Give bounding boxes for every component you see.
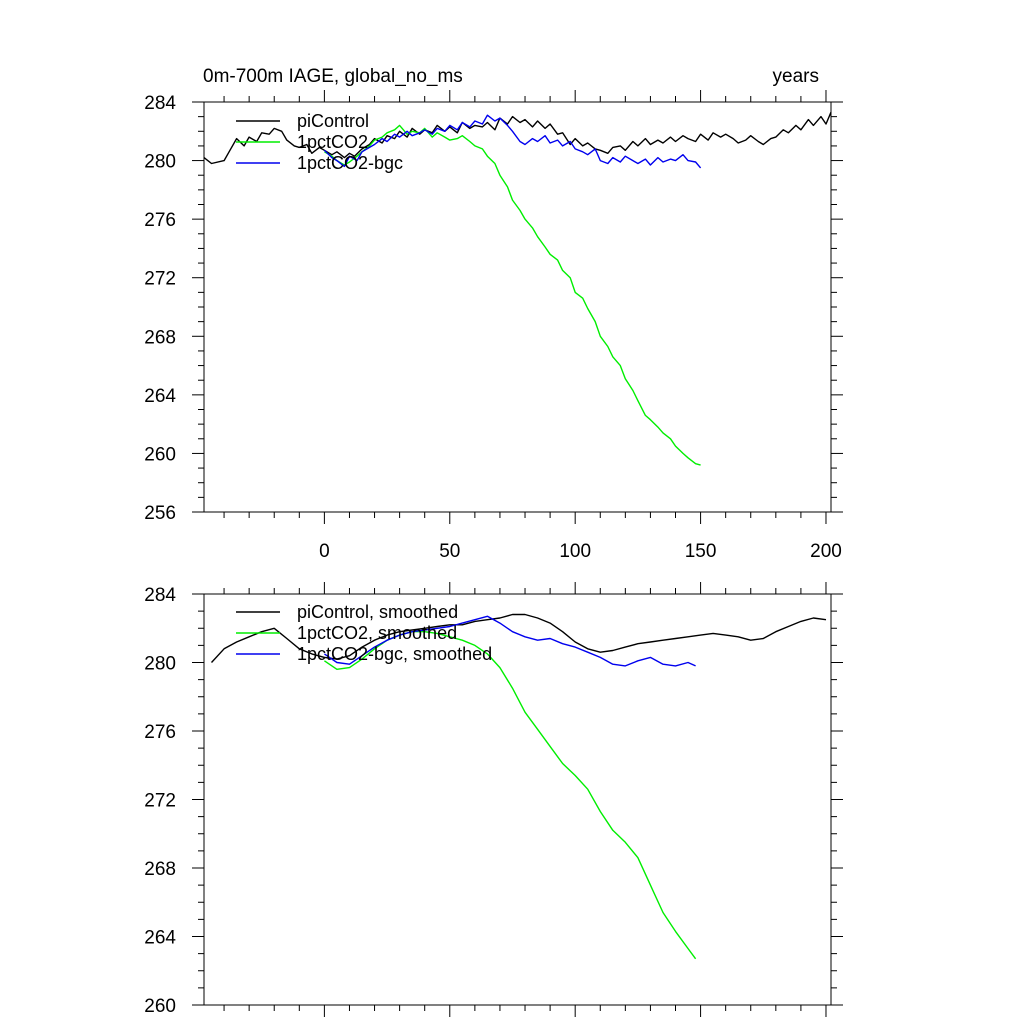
- bottom-chart-frame: [203, 593, 832, 1006]
- y-tick-label: 256: [144, 503, 176, 524]
- y-tick-label: 276: [144, 722, 176, 743]
- top-chart-lines: [203, 111, 832, 466]
- x-tick-label: 200: [810, 541, 842, 562]
- top-chart-right-subtitle: years: [773, 66, 819, 87]
- y-tick-label: 264: [144, 928, 176, 949]
- y-tick-label: 272: [144, 791, 176, 812]
- series-line-2: [323, 114, 702, 169]
- y-tick-label: 260: [144, 996, 176, 1017]
- y-tick-label: 268: [144, 859, 176, 880]
- y-tick-label: 264: [144, 386, 176, 407]
- y-tick-label: 268: [144, 327, 176, 348]
- legend-label-0: piControl: [297, 111, 369, 131]
- y-tick-label: 280: [144, 654, 176, 675]
- series-line-1: [324, 124, 701, 466]
- y-tick-label: 260: [144, 444, 176, 465]
- bottom-chart-legend: piControl, smoothed 1pctCO2, smoothed 1p…: [236, 602, 492, 664]
- top-chart-title: 0m-700m IAGE, global_no_ms: [203, 66, 463, 87]
- bottom-chart-axes: 260 264 268 272 276 280 284: [144, 582, 843, 1017]
- x-tick-label: 150: [685, 541, 717, 562]
- x-tick-label: 50: [439, 541, 460, 562]
- legend-label-1: 1pctCO2: [297, 132, 368, 152]
- series-line-2: [324, 615, 696, 667]
- x-tick-label: 0: [319, 541, 330, 562]
- series-line-1: [324, 631, 697, 960]
- x-tick-label: 100: [559, 541, 591, 562]
- y-tick-label: 284: [144, 93, 176, 114]
- bottom-chart: piControl, smoothed 1pctCO2, smoothed 1p…: [144, 582, 843, 1017]
- legend-label-2: 1pctCO2-bgc: [297, 153, 403, 173]
- legend-label-2: 1pctCO2-bgc, smoothed: [297, 644, 492, 664]
- legend-label-1: 1pctCO2, smoothed: [297, 623, 457, 643]
- bottom-chart-lines: [210, 613, 827, 960]
- y-tick-label: 276: [144, 210, 176, 231]
- top-chart-frame: [203, 101, 832, 513]
- series-line-0: [203, 111, 832, 165]
- top-chart-axes: 256 260 264 268 272 276 280 284 0 50 100 150 200: [144, 90, 843, 562]
- series-line-0: [210, 613, 827, 663]
- top-chart: piControl 1pctCO2 1pctCO2-bgc 2562602642…: [144, 90, 843, 562]
- y-tick-label: 280: [144, 152, 176, 173]
- top-chart-legend: piControl 1pctCO2 1pctCO2-bgc: [236, 111, 403, 173]
- legend-label-0: piControl, smoothed: [297, 602, 458, 622]
- y-tick-label: 272: [144, 269, 176, 290]
- y-tick-label: 284: [144, 585, 176, 606]
